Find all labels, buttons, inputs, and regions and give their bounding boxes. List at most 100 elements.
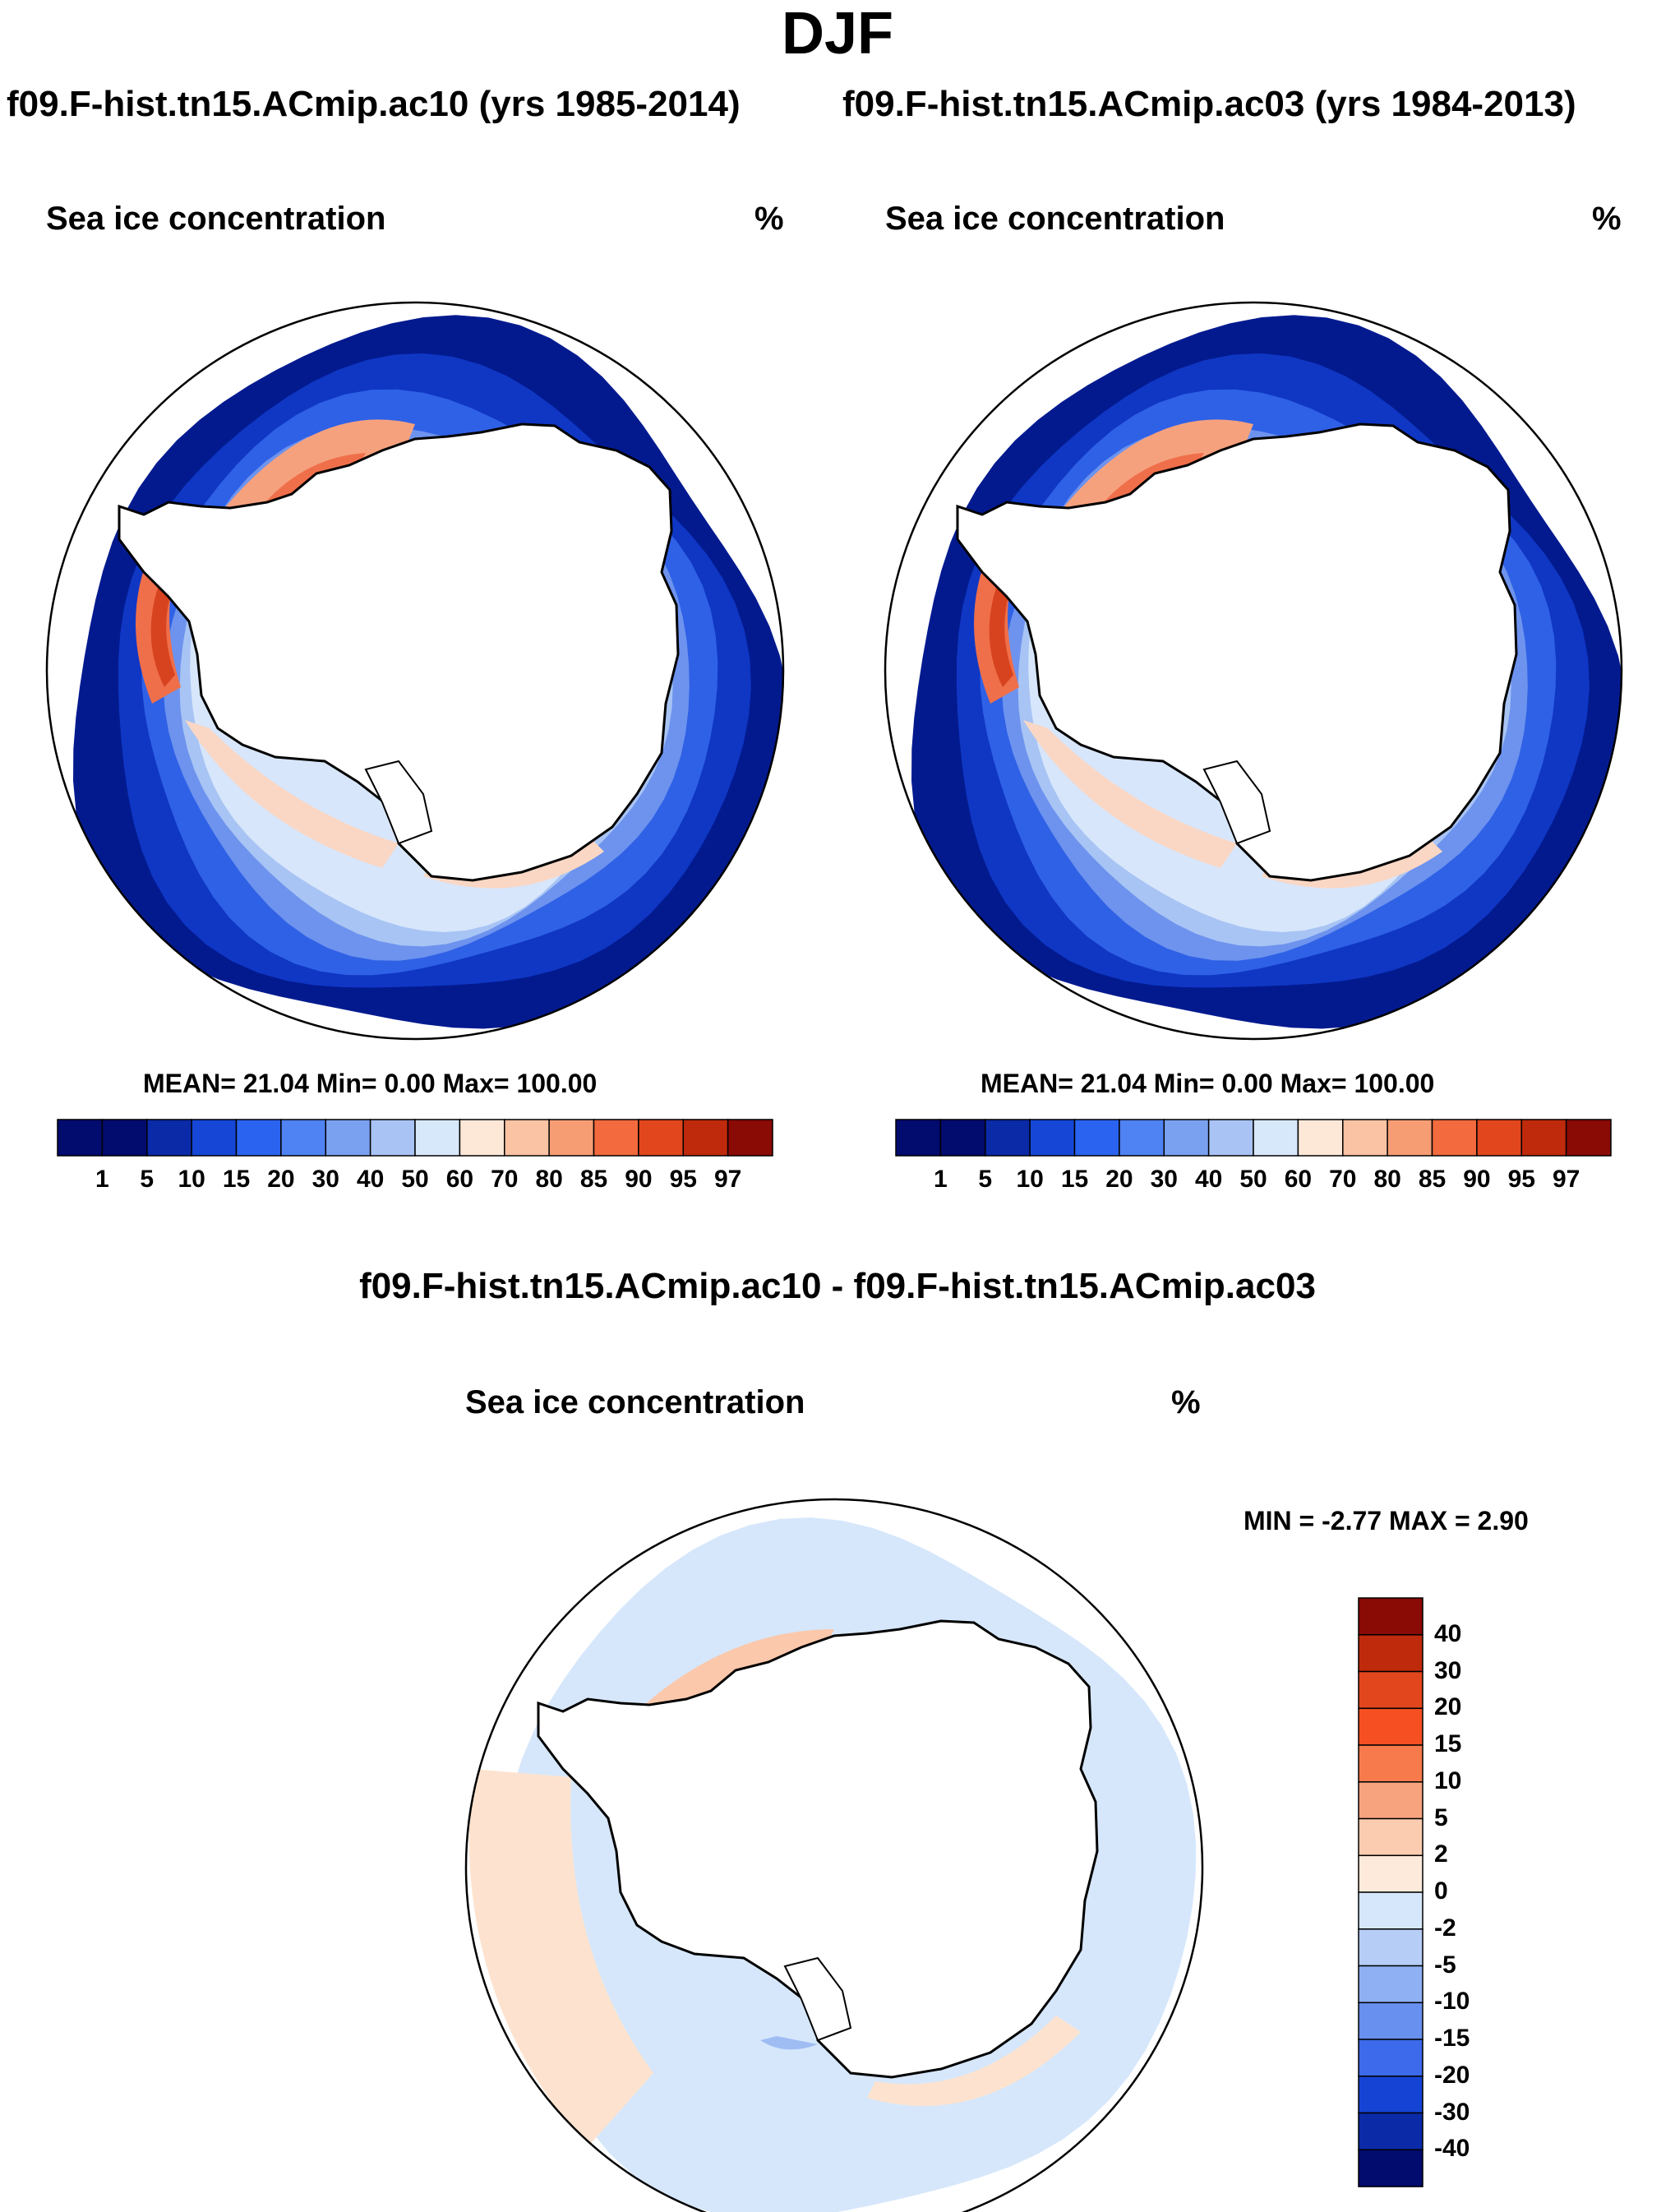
colorbar-swatch <box>1358 2002 1424 2040</box>
map-a-boundary <box>45 301 785 1041</box>
colorbar-difference <box>1358 1597 1424 2187</box>
colorbar-swatch <box>504 1119 550 1157</box>
colorbar-tick-label: 97 <box>713 1166 742 1193</box>
colorbar-tick-label: 1 <box>934 1166 948 1193</box>
panel3-variable: Sea ice concentration <box>465 1384 805 1420</box>
colorbar-tick-label: 85 <box>579 1166 608 1193</box>
colorbar-swatch <box>1358 1670 1424 1710</box>
sea-ice-map-run-a <box>47 302 783 1039</box>
colorbar-tick-label: 85 <box>1418 1166 1447 1193</box>
colorbar-swatch <box>985 1119 1031 1157</box>
antarctica-coastline <box>956 423 1518 882</box>
ross-ice-shelf <box>1202 760 1271 845</box>
diff-positive-ross <box>867 2016 1081 2106</box>
colorbar-swatch <box>369 1119 416 1157</box>
colorbar-swatch <box>1520 1119 1567 1157</box>
colorbar-tick-label: 90 <box>1463 1166 1491 1193</box>
colorbar-tick-label: 5 <box>978 1166 993 1193</box>
colorbar-swatch <box>1253 1119 1299 1157</box>
colorbar-tick-label: 10 <box>178 1166 205 1193</box>
colorbar-swatch <box>1565 1119 1612 1157</box>
colorbar-swatch <box>727 1119 773 1157</box>
colorbar-swatch <box>414 1119 461 1157</box>
colorbar-swatch <box>1297 1119 1344 1157</box>
colorbar-tick-label: 70 <box>491 1166 519 1193</box>
colorbar-tick-label: 0 <box>1434 1877 1448 1905</box>
colorbar-swatch <box>57 1119 104 1157</box>
colorbar-run-b <box>895 1119 1612 1157</box>
colorbar-swatch <box>895 1119 942 1157</box>
colorbar-tick-label: 20 <box>1434 1693 1462 1721</box>
colorbar-swatch <box>191 1119 238 1157</box>
panel2-variable: Sea ice concentration <box>885 201 1225 237</box>
colorbar-tick-label: 80 <box>1373 1166 1401 1193</box>
colorbar-tick-label: -10 <box>1434 1988 1470 2016</box>
colorbar-tick-label: 30 <box>1150 1166 1178 1193</box>
colorbar-tick-label: 60 <box>445 1166 474 1193</box>
colorbar-swatch <box>682 1119 729 1157</box>
panel2-units: % <box>1592 201 1622 237</box>
panel3-units: % <box>1171 1384 1201 1420</box>
colorbar-tick-label: 15 <box>222 1166 251 1193</box>
colorbar-tick-label: 5 <box>1434 1803 1448 1831</box>
colorbar-tick-label: 30 <box>311 1166 339 1193</box>
colorbar-tick-label: 40 <box>1194 1166 1223 1193</box>
peninsula-core <box>150 580 175 687</box>
colorbar-swatch <box>1163 1119 1210 1157</box>
colorbar-swatch <box>1358 1781 1424 1820</box>
colorbar-swatch <box>1358 2112 1424 2151</box>
colorbar-swatch <box>1387 1119 1433 1157</box>
colorbar-swatch <box>146 1119 192 1157</box>
colorbar-swatch <box>1358 1965 1424 2004</box>
colorbar-swatch <box>1073 1119 1120 1157</box>
colorbar-tick-label: 95 <box>669 1166 697 1193</box>
figure-title: DJF <box>781 1 894 67</box>
colorbar-swatch <box>1119 1119 1165 1157</box>
colorbar-tick-label: 40 <box>1434 1619 1462 1647</box>
colorbar-tick-label: 10 <box>1434 1766 1462 1794</box>
colorbar-tick-label: 90 <box>625 1166 653 1193</box>
colorbar-swatch <box>1207 1119 1254 1157</box>
amundsen-band <box>185 720 399 868</box>
colorbar-tick-label: 15 <box>1434 1730 1462 1757</box>
colorbar-swatch <box>1342 1119 1388 1157</box>
colorbar-swatch <box>1358 1707 1424 1746</box>
colorbar-swatch <box>1358 1744 1424 1783</box>
colorbar-tick-label: 15 <box>1060 1166 1089 1193</box>
colorbar-tick-label: 5 <box>140 1166 155 1193</box>
colorbar-tick-label: 95 <box>1507 1166 1535 1193</box>
map-c-boundary <box>464 1498 1204 2212</box>
colorbar-swatch <box>638 1119 685 1157</box>
ross-ice-shelf <box>364 760 433 845</box>
colorbar-swatch <box>1358 2149 1424 2187</box>
colorbar-swatch <box>459 1119 505 1157</box>
colorbar-tick-label: 1 <box>95 1166 109 1193</box>
colorbar-tick-label: 30 <box>1434 1656 1462 1684</box>
colorbar-swatch <box>939 1119 986 1157</box>
colorbar-tick-label: -5 <box>1434 1951 1456 1979</box>
colorbar-tick-label: -15 <box>1434 2025 1470 2052</box>
colorbar-swatch <box>325 1119 371 1157</box>
run-b-label: f09.F-hist.tn15.ACmip.ac03 (yrs 1984-201… <box>842 84 1576 124</box>
colorbar-tick-label: -40 <box>1434 2135 1470 2163</box>
colorbar-tick-label: -20 <box>1434 2061 1470 2089</box>
colorbar-tick-label: 40 <box>356 1166 385 1193</box>
colorbar-tick-label: -2 <box>1434 1914 1456 1942</box>
colorbar-swatch <box>1358 1928 1424 1967</box>
colorbar-swatch <box>1358 1597 1424 1636</box>
antarctica-coastline <box>537 1619 1099 2079</box>
colorbar-swatch <box>101 1119 148 1157</box>
panel1-units: % <box>754 201 784 237</box>
colorbar-tick-label: 60 <box>1284 1166 1313 1193</box>
colorbar-tick-label: 50 <box>401 1166 429 1193</box>
panel2-stats: MEAN= 21.04 Min= 0.00 Max= 100.00 <box>981 1069 1435 1098</box>
colorbar-swatch <box>1358 2039 1424 2077</box>
sea-ice-map-run-b <box>885 302 1622 1039</box>
colorbar-tick-label: 50 <box>1239 1166 1267 1193</box>
colorbar-tick-label: -30 <box>1434 2098 1470 2126</box>
run-a-label: f09.F-hist.tn15.ACmip.ac10 (yrs 1985-201… <box>7 84 741 124</box>
colorbar-tick-label: 10 <box>1016 1166 1044 1193</box>
colorbar-swatch <box>280 1119 327 1157</box>
diff-positive-field-west <box>468 1769 653 2147</box>
